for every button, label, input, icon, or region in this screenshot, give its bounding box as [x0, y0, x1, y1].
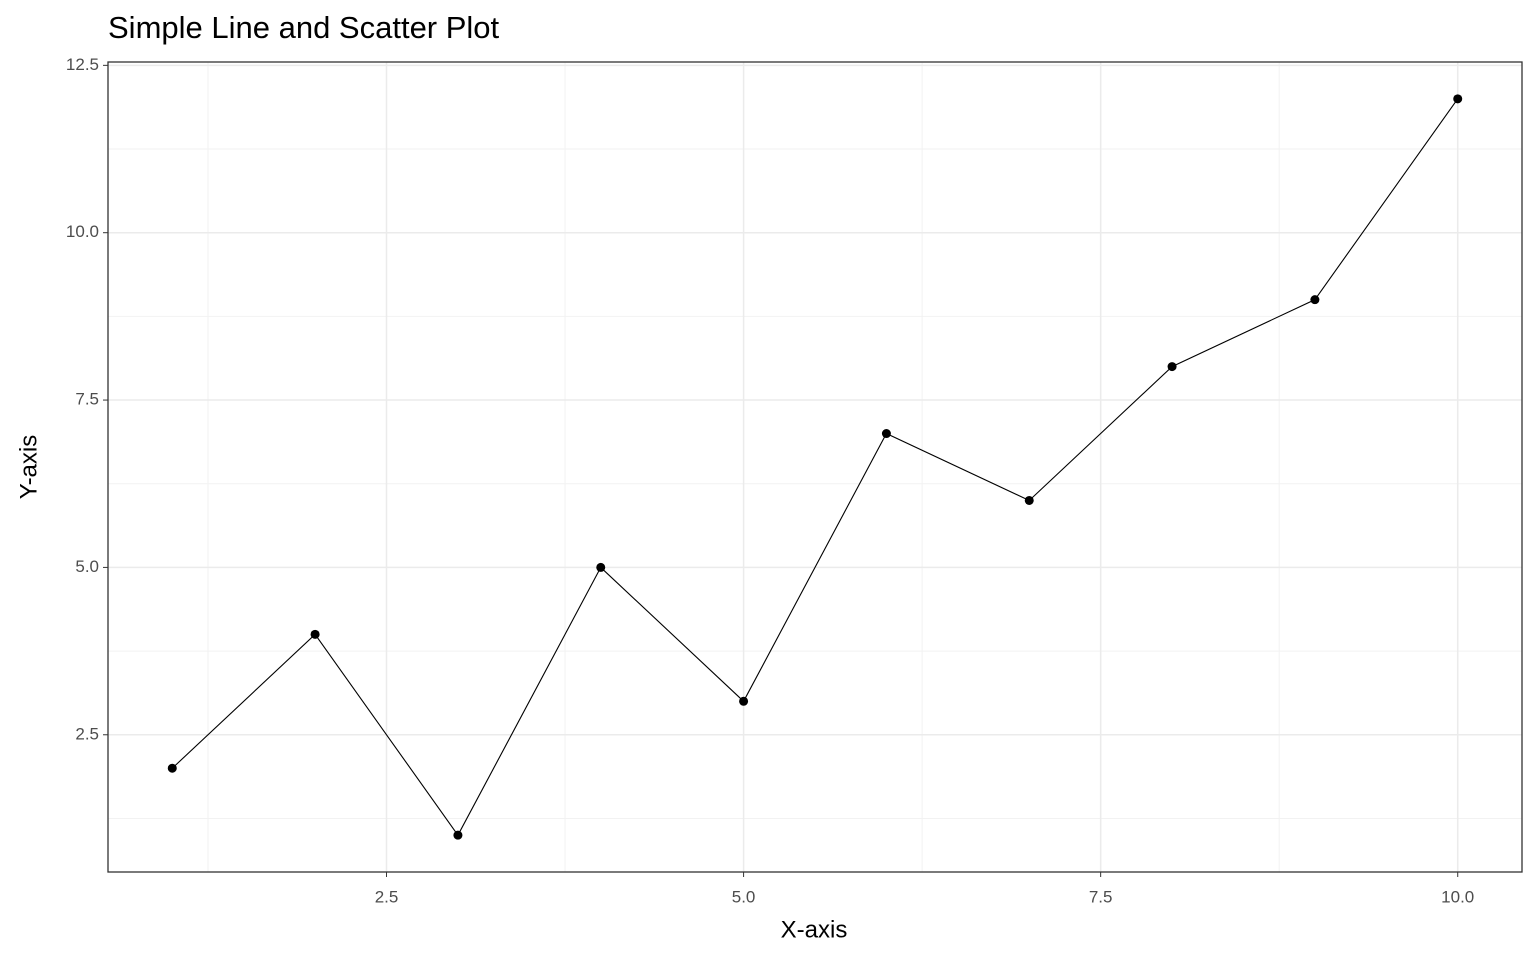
- y-tick-label: 5.0: [75, 557, 99, 576]
- point: [1167, 362, 1177, 372]
- panel-border: [107, 61, 1523, 873]
- point: [1310, 295, 1320, 305]
- point: [739, 696, 749, 706]
- chart-title: Simple Line and Scatter Plot: [108, 10, 500, 45]
- x-tick-label: 7.5: [1089, 887, 1113, 906]
- x-tick-label: 2.5: [375, 887, 399, 906]
- point: [1453, 94, 1463, 104]
- point: [1024, 495, 1034, 505]
- point: [596, 562, 606, 572]
- point: [453, 830, 463, 840]
- point: [310, 629, 320, 639]
- y-axis-title: Y-axis: [15, 435, 42, 499]
- x-tick-label: 10.0: [1441, 887, 1474, 906]
- x-tick-label: 5.0: [732, 887, 756, 906]
- y-tick-label: 7.5: [75, 390, 99, 409]
- point: [881, 429, 891, 439]
- x-axis-title: X-axis: [781, 916, 848, 943]
- y-tick-label: 2.5: [75, 724, 99, 743]
- line: [171, 98, 1459, 837]
- point: [167, 763, 177, 773]
- y-tick-label: 12.5: [66, 55, 99, 74]
- y-tick-label: 10.0: [66, 222, 99, 241]
